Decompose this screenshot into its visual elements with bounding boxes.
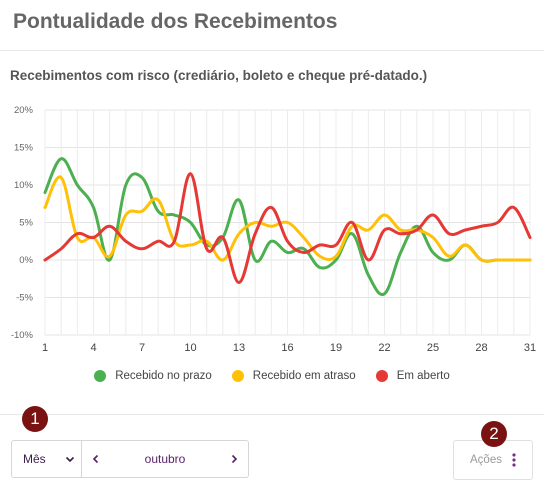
legend-item-on-time[interactable]: Recebido no prazo bbox=[94, 370, 212, 382]
x-tick-label: 7 bbox=[139, 342, 145, 354]
line-chart: -10% -5% 0% 5% 10% 15% 20% 1 4 7 10 13 16 19 22 25 28 31 bbox=[11, 105, 536, 354]
x-tick-label: 25 bbox=[427, 342, 439, 354]
current-month-label: outubro bbox=[144, 452, 186, 466]
card-title: Pontualidade dos Recebimentos bbox=[13, 10, 338, 33]
chart-subtitle: Recebimentos com risco (crediário, bolet… bbox=[10, 68, 428, 83]
legend-item-late[interactable]: Recebido em atraso bbox=[231, 370, 356, 382]
x-tick-label: 19 bbox=[330, 342, 342, 354]
header-divider bbox=[0, 50, 544, 51]
x-tick-label: 4 bbox=[90, 342, 96, 354]
y-tick-label: 10% bbox=[14, 180, 34, 191]
legend-label-late: Recebido em atraso bbox=[252, 370, 356, 382]
legend-marker-on-time bbox=[94, 370, 107, 382]
y-tick-label: 15% bbox=[14, 143, 34, 154]
x-tick-label: 28 bbox=[475, 342, 487, 354]
legend-marker-late bbox=[231, 370, 244, 382]
kebab-menu-icon bbox=[512, 453, 516, 467]
legend-label-on-time: Recebido no prazo bbox=[115, 370, 212, 382]
series-line-late bbox=[43, 175, 532, 263]
chevron-left-icon[interactable] bbox=[90, 451, 102, 467]
step-badge-2: 2 bbox=[481, 421, 507, 447]
y-tick-label: 0% bbox=[19, 255, 33, 266]
month-navigator: outubro bbox=[82, 441, 248, 477]
y-tick-label: -5% bbox=[16, 293, 33, 304]
x-tick-label: 22 bbox=[378, 342, 390, 354]
period-selector: Mês outubro bbox=[11, 440, 249, 478]
x-tick-label: 16 bbox=[281, 342, 293, 354]
step-badge-1: 1 bbox=[22, 406, 48, 432]
x-tick-label: 1 bbox=[42, 342, 48, 354]
period-mode-label: Mês bbox=[23, 452, 46, 466]
x-tick-label: 13 bbox=[233, 342, 245, 354]
period-mode-select[interactable]: Mês bbox=[12, 441, 82, 477]
legend-item-open[interactable]: Em aberto bbox=[375, 370, 450, 382]
series-line-open bbox=[43, 172, 532, 285]
y-tick-label: 20% bbox=[14, 105, 34, 116]
actions-label: Ações bbox=[470, 454, 502, 466]
chart-legend: Recebido no prazo Recebido em atraso Em … bbox=[0, 370, 544, 382]
x-tick-label: 10 bbox=[184, 342, 196, 354]
y-tick-label: -10% bbox=[11, 330, 34, 341]
footer-divider bbox=[0, 414, 544, 415]
chevron-down-icon bbox=[65, 456, 75, 463]
x-tick-label: 31 bbox=[524, 342, 536, 354]
legend-marker-open bbox=[375, 370, 388, 382]
legend-label-open: Em aberto bbox=[396, 370, 450, 382]
series-line-on-time bbox=[43, 157, 532, 297]
y-tick-label: 5% bbox=[19, 218, 33, 229]
chevron-right-icon[interactable] bbox=[228, 451, 240, 467]
